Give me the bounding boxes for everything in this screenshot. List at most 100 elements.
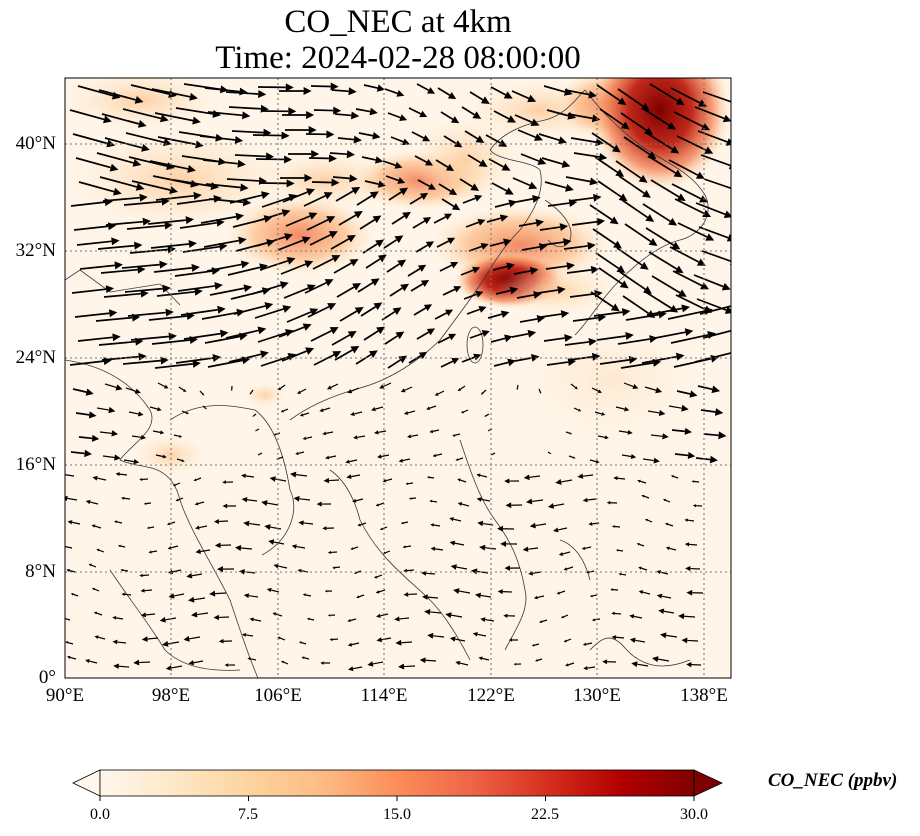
wind-arrow	[538, 133, 567, 145]
wind-arrow	[347, 618, 357, 623]
wind-arrow	[611, 611, 622, 616]
wind-arrow	[410, 279, 430, 292]
wind-arrow	[255, 155, 293, 164]
wind-arrow	[386, 259, 407, 273]
wind-arrow	[636, 543, 645, 547]
wind-arrow	[684, 518, 695, 522]
colorbar	[72, 769, 723, 801]
wind-arrow	[594, 411, 606, 416]
wind-arrow	[302, 593, 312, 597]
wind-arrow	[570, 383, 578, 390]
wind-arrow	[513, 662, 522, 666]
map-title-line2: Time: 2024-02-28 08:00:00	[215, 40, 581, 76]
wind-arrow	[65, 641, 74, 645]
wind-arrow	[449, 517, 462, 522]
wind-arrow	[573, 407, 582, 412]
wind-arrow	[461, 353, 482, 363]
wind-arrow	[213, 519, 229, 524]
wind-arrow	[497, 589, 513, 595]
wind-arrow	[558, 551, 571, 556]
wind-arrow	[66, 568, 76, 573]
wind-arrow	[681, 637, 699, 644]
wind-arrow	[102, 454, 121, 461]
wind-arrow	[391, 211, 411, 225]
wind-arrow	[280, 660, 289, 665]
lon-tick-label: 130°E	[573, 685, 621, 706]
wind-arrow	[74, 309, 118, 318]
wind-arrow	[695, 202, 731, 219]
wind-arrow	[178, 386, 187, 393]
wind-arrow	[541, 157, 571, 168]
wind-arrow	[564, 89, 597, 99]
wind-vector-field	[65, 82, 731, 672]
wind-arrow	[395, 639, 413, 646]
wind-arrow	[629, 614, 643, 619]
wind-arrow	[597, 180, 628, 202]
wind-arrow	[398, 458, 411, 463]
wind-arrow	[101, 113, 147, 128]
wind-arrow	[409, 192, 429, 205]
wind-arrow	[539, 223, 569, 232]
colorbar-extend-min	[72, 769, 101, 797]
wind-arrow	[514, 114, 540, 127]
wind-arrow	[199, 390, 205, 396]
wind-arrow	[121, 260, 168, 269]
wind-arrow	[495, 286, 519, 295]
wind-arrow	[155, 454, 167, 459]
wind-arrow	[529, 522, 547, 529]
wind-arrow	[78, 434, 100, 442]
wind-arrow	[230, 385, 233, 392]
wind-arrow	[652, 656, 670, 663]
wind-arrow	[257, 452, 263, 456]
wind-arrow	[162, 640, 180, 647]
wind-arrow	[131, 434, 147, 440]
wind-arrow	[356, 594, 365, 599]
wind-arrow	[320, 661, 331, 665]
wind-arrow	[217, 566, 235, 573]
wind-arrow	[517, 129, 543, 141]
wind-arrow	[432, 453, 443, 458]
wind-arrow	[352, 498, 364, 503]
wind-arrow	[461, 106, 482, 119]
wind-arrow	[598, 267, 629, 289]
wind-arrow	[149, 160, 196, 173]
wind-arrow	[520, 153, 547, 165]
wind-arrow	[225, 90, 267, 98]
wind-arrow	[567, 113, 601, 123]
wind-arrow	[207, 111, 251, 120]
colorbar-label: CO_NEC (ppbv)	[768, 770, 898, 791]
wind-arrow	[128, 411, 144, 417]
wind-arrow	[173, 434, 183, 438]
wind-arrow	[686, 662, 702, 668]
wind-arrow	[319, 407, 331, 412]
wind-arrow	[188, 660, 204, 666]
wind-arrow	[359, 215, 382, 230]
wind-arrow	[193, 477, 202, 482]
wind-arrow	[122, 108, 169, 123]
wind-arrow	[70, 593, 79, 597]
wind-arrow	[150, 240, 197, 249]
wind-arrow	[556, 590, 566, 595]
colorbar-gradient	[100, 770, 694, 796]
wind-arrow	[96, 152, 142, 167]
lon-tick-label: 90°E	[45, 685, 85, 706]
wind-arrow	[408, 107, 428, 118]
colorbar-tick-label: 30.0	[680, 806, 708, 823]
wind-arrow	[103, 289, 149, 298]
wind-arrow	[139, 573, 150, 578]
wind-arrow	[453, 588, 471, 595]
wind-arrow	[564, 337, 597, 346]
wind-arrow	[355, 350, 378, 365]
wind-arrow	[623, 382, 639, 390]
wind-arrow	[117, 544, 126, 548]
map-title-line1: CO_NEC at 4km	[284, 4, 512, 40]
wind-arrow	[284, 126, 317, 135]
wind-arrow	[122, 356, 169, 365]
wind-arrow	[85, 658, 98, 664]
colorbar-tick-label: 0.0	[90, 806, 110, 823]
wind-arrow	[615, 160, 648, 183]
wind-arrow	[98, 89, 144, 104]
wind-arrow	[329, 638, 339, 642]
wind-arrow	[334, 346, 360, 361]
wind-arrow	[419, 657, 437, 664]
